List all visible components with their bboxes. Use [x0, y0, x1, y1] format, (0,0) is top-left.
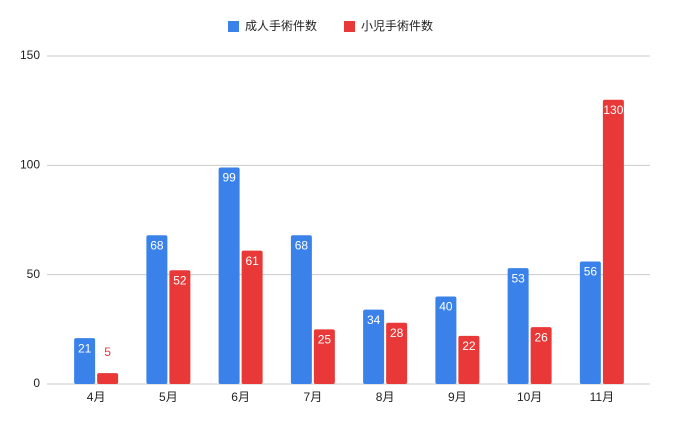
value-label: 56	[584, 265, 598, 279]
legend-label: 小児手術件数	[361, 18, 433, 33]
value-label: 28	[390, 326, 404, 340]
value-label: 22	[462, 339, 476, 353]
value-label: 68	[150, 238, 164, 252]
bar	[97, 373, 119, 384]
value-label: 130	[603, 103, 623, 117]
value-label: 40	[439, 300, 453, 314]
y-tick-label: 50	[27, 267, 41, 281]
value-label: 5	[104, 345, 111, 359]
value-label: 68	[295, 238, 309, 252]
y-tick-label: 0	[33, 376, 40, 390]
x-tick-label: 8月	[376, 390, 395, 404]
value-label: 25	[318, 333, 332, 347]
legend-swatch	[228, 21, 239, 32]
value-label: 34	[367, 313, 381, 327]
legend-label: 成人手術件数	[245, 18, 317, 33]
bar	[458, 335, 480, 384]
bar	[602, 99, 624, 384]
value-label: 52	[173, 273, 187, 287]
x-tick-label: 9月	[448, 390, 467, 404]
bar	[386, 322, 408, 384]
x-tick-label: 4月	[87, 390, 106, 404]
x-tick-label: 10月	[517, 390, 542, 404]
value-label: 53	[511, 271, 525, 285]
bar	[241, 250, 263, 384]
y-tick-label: 100	[20, 158, 40, 172]
x-tick-label: 11月	[590, 390, 614, 404]
x-tick-label: 7月	[304, 390, 323, 404]
bar	[169, 270, 191, 384]
bar	[530, 327, 552, 384]
x-tick-label: 6月	[231, 390, 250, 404]
bar	[363, 309, 385, 384]
bar	[146, 235, 168, 384]
bar	[435, 296, 457, 384]
bar	[218, 167, 240, 384]
value-label: 61	[245, 254, 259, 268]
bar	[579, 261, 601, 384]
bar	[74, 338, 96, 384]
legend-swatch	[344, 21, 355, 32]
y-tick-label: 150	[20, 48, 40, 62]
bar	[290, 235, 312, 384]
bar	[507, 268, 529, 384]
bar	[313, 329, 335, 384]
value-label: 99	[222, 171, 236, 185]
x-tick-label: 5月	[159, 390, 178, 404]
value-label: 26	[534, 330, 548, 344]
value-label: 21	[78, 341, 92, 355]
